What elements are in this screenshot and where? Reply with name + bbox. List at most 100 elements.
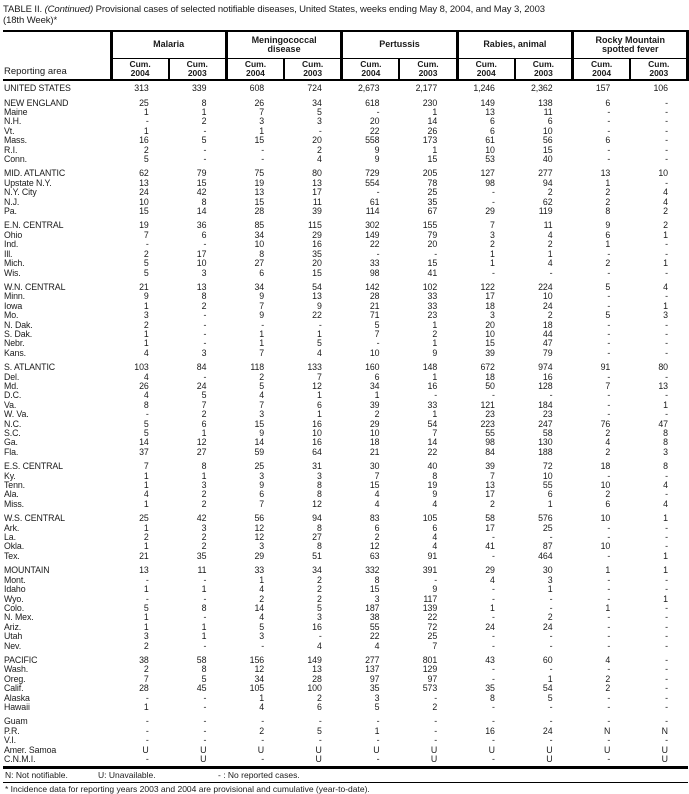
value-cell: 8 — [490, 692, 495, 703]
table-row: Ill. 2 17 8 35 - - 1 1 - - — [3, 249, 688, 259]
value-cell: 3 — [201, 480, 207, 491]
value-cell: - — [665, 125, 668, 136]
value-cell: 18 — [600, 461, 611, 472]
value-cell: 16 — [312, 621, 322, 632]
value-cell: 2 — [143, 144, 149, 155]
value-cell: 6 — [259, 489, 265, 500]
table-row: Hawaii 1 - 4 6 5 2 - - - - — [3, 702, 688, 712]
value-cell: 13 — [485, 480, 495, 491]
value-cell: 7 — [259, 399, 265, 410]
value-cell: - — [665, 574, 668, 585]
value-cell: 24 — [139, 187, 149, 198]
value-cell: 3 — [374, 692, 380, 703]
table-row: Conn. 5 - - 4 9 15 53 40 - - — [3, 154, 688, 165]
value-cell: 63 — [369, 550, 380, 561]
value-cell: 4 — [432, 498, 438, 509]
value-cell: 105 — [422, 513, 438, 524]
value-cell: 1 — [605, 565, 611, 576]
value-cell: 573 — [422, 683, 438, 694]
value-cell: 28 — [312, 673, 322, 684]
value-cell: 44 — [542, 328, 553, 339]
value-cell: 7 — [143, 461, 149, 472]
value-cell: 5 — [316, 725, 322, 736]
value-cell: - — [376, 338, 380, 349]
reporting-area-cell: R.I. — [4, 144, 18, 155]
value-cell: - — [607, 664, 611, 675]
value-cell: 38 — [139, 654, 149, 665]
value-cell: 16 — [485, 725, 495, 736]
value-cell: 35 — [369, 683, 380, 694]
table-row: Md. 26 24 5 12 34 16 50 128 7 13 — [3, 380, 688, 391]
value-cell: 2 — [490, 498, 495, 509]
value-cell: 3 — [490, 310, 495, 321]
value-cell: 13 — [254, 187, 265, 198]
table-row: Calif. 28 45 105 100 35 573 35 54 2 - — [3, 683, 688, 694]
value-cell: 5 — [547, 692, 553, 703]
value-cell: 554 — [365, 177, 380, 188]
value-cell: N — [603, 725, 611, 736]
value-cell: 12 — [369, 541, 380, 552]
value-cell: 34 — [312, 97, 322, 108]
value-cell: 12 — [312, 380, 322, 391]
reporting-area-cell: N.Y. City — [4, 187, 37, 198]
value-cell: 15 — [254, 418, 265, 429]
table-row: La. 2 2 12 27 2 4 - - - - — [3, 532, 688, 542]
reporting-area-cell: N. Dak. — [4, 319, 33, 330]
value-cell: 1 — [143, 584, 149, 595]
cum-subheader-rocky-mountain-spotted-fever-2003: Cum. 2003 — [629, 58, 689, 82]
value-cell: - — [203, 328, 207, 339]
value-cell: 117 — [423, 593, 438, 604]
value-cell: 1 — [663, 593, 668, 604]
value-cell: 5 — [143, 602, 149, 613]
value-cell: 156 — [249, 654, 265, 665]
value-cell: 4 — [259, 584, 265, 595]
value-cell: 10 — [254, 239, 265, 250]
value-cell: - — [665, 612, 668, 623]
value-cell: 2 — [547, 187, 553, 198]
value-cell: - — [434, 390, 438, 401]
value-cell: - — [549, 602, 553, 613]
value-cell: - — [665, 631, 668, 642]
table-row: V.I. - - - - - - - - - - — [3, 735, 688, 746]
value-cell: - — [665, 673, 668, 684]
value-cell: - — [665, 177, 668, 188]
reporting-area-cell: Colo. — [4, 602, 25, 613]
value-cell: 1 — [259, 125, 265, 136]
value-cell: 1 — [663, 513, 668, 524]
value-cell: 205 — [422, 168, 438, 179]
value-cell: 41 — [427, 267, 438, 278]
cum-subheader-row: Cum. 2004 Cum. 2003 Cum. 2004 Cum. 2003 Cum. 2004… — [3, 58, 689, 82]
value-cell: - — [665, 735, 668, 746]
value-cell: U — [257, 744, 265, 755]
value-cell: 14 — [254, 602, 265, 613]
value-cell: 1 — [663, 399, 668, 410]
value-cell: 19 — [139, 220, 149, 231]
table-row: Ark. 1 3 12 8 6 6 17 25 - - — [3, 522, 688, 533]
value-cell: 94 — [542, 177, 553, 188]
value-cell: 94 — [312, 513, 322, 524]
value-cell: 1 — [316, 390, 322, 401]
table-row: Fla. 37 27 59 64 21 22 84 188 2 3 — [3, 446, 688, 457]
value-cell: 2,673 — [357, 83, 380, 94]
value-cell: - — [665, 716, 668, 727]
value-cell: 2 — [201, 541, 207, 552]
value-cell: 72 — [427, 621, 438, 632]
value-cell: 187 — [365, 602, 380, 613]
table-row: S. ATLANTIC 103 84 118 133 160 148 672 974 91 80 — [3, 358, 688, 372]
value-cell: 3 — [201, 522, 207, 533]
value-cell: 10 — [139, 196, 149, 207]
table-row: D.C. 4 5 4 1 1 - - - - - — [3, 390, 688, 401]
value-cell: - — [491, 267, 495, 278]
value-cell: 24 — [196, 380, 207, 391]
value-cell: 2 — [259, 725, 265, 736]
value-cell: U — [546, 754, 553, 764]
value-cell: 4 — [663, 498, 668, 509]
value-cell: 558 — [365, 135, 380, 146]
value-cell: 53 — [485, 154, 495, 165]
value-cell: 6 — [605, 229, 611, 240]
value-cell: 25 — [139, 97, 149, 108]
value-cell: 27 — [196, 446, 207, 457]
value-cell: U — [315, 744, 322, 755]
table-row: Mont. - - 1 2 8 - 4 3 - - — [3, 574, 688, 585]
